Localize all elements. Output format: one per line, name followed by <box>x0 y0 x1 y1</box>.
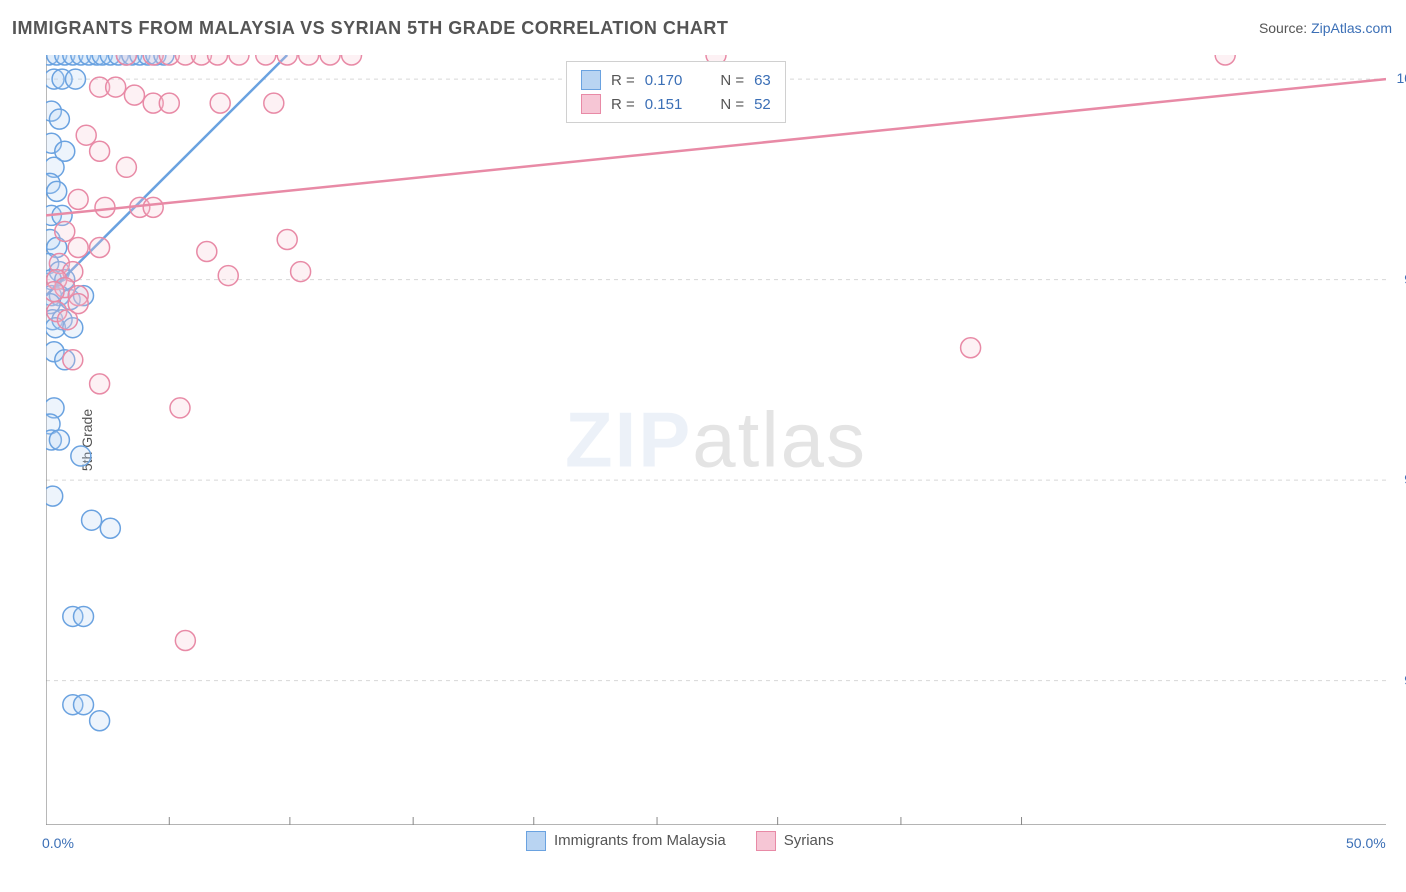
legend-row: R = 0.151 N = 52 <box>581 92 771 116</box>
y-tick-label: 95.0% <box>1390 471 1406 487</box>
legend-r-label: R = <box>611 72 635 89</box>
legend-series: Immigrants from Malaysia Syrians <box>526 831 834 851</box>
legend-series-item: Syrians <box>756 831 834 851</box>
legend-swatch <box>581 70 601 90</box>
source-credit: Source: ZipAtlas.com <box>1259 20 1392 36</box>
scatter-plot: 5th Grade ZIPatlas R = 0.170N = 63R = 0.… <box>46 55 1386 825</box>
source-label: Source: <box>1259 20 1311 36</box>
legend-series-label: Immigrants from Malaysia <box>554 832 726 849</box>
legend-r-value: 0.151 <box>645 96 683 113</box>
plot-svg <box>46 55 1386 825</box>
y-tick-label: 92.5% <box>1390 672 1406 688</box>
legend-series-item: Immigrants from Malaysia <box>526 831 726 851</box>
legend-series-label: Syrians <box>784 832 834 849</box>
legend-n-label: N = <box>720 96 744 113</box>
legend-row: R = 0.170 N = 63 <box>581 68 771 92</box>
legend-n-value: 52 <box>754 96 771 113</box>
source-value: ZipAtlas.com <box>1311 20 1392 36</box>
legend-swatch <box>581 94 601 114</box>
legend-swatch <box>526 831 546 851</box>
legend-r-label: R = <box>611 96 635 113</box>
x-tick-label: 50.0% <box>1346 835 1386 851</box>
legend-swatch <box>756 831 776 851</box>
legend-n-value: 63 <box>754 72 771 89</box>
legend-correlation-box: R = 0.170 N = 63 R = 0.151 N = 52 <box>566 61 786 123</box>
y-tick-label: 100.0% <box>1390 70 1406 86</box>
chart-title: IMMIGRANTS FROM MALAYSIA VS SYRIAN 5TH G… <box>12 18 728 39</box>
y-tick-label: 97.5% <box>1390 271 1406 287</box>
x-tick-label: 0.0% <box>42 835 74 851</box>
legend-r-value: 0.170 <box>645 72 683 89</box>
legend-n-label: N = <box>720 72 744 89</box>
